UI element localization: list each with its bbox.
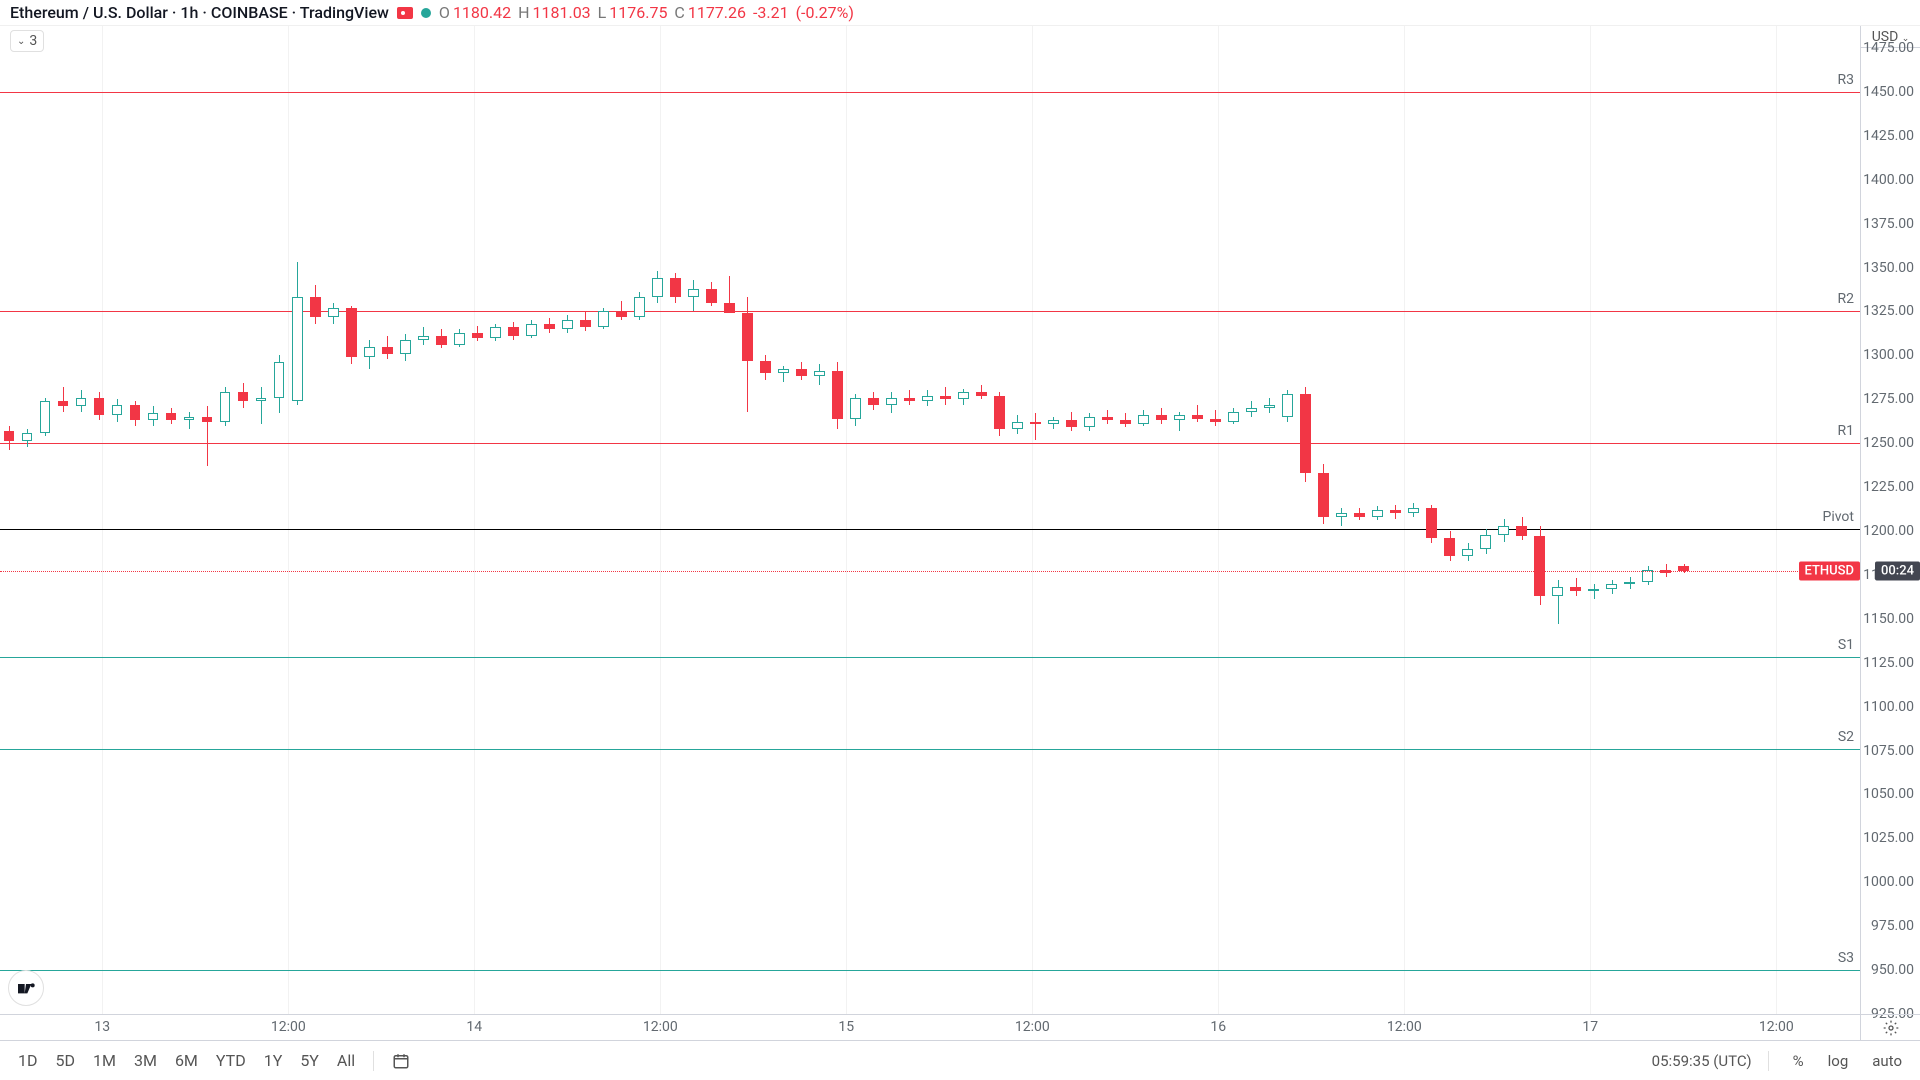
x-tick: 15: [838, 1019, 854, 1035]
pivot-label: S3: [1838, 950, 1854, 966]
y-tick: 1200.00: [1863, 523, 1914, 539]
tradingview-logo[interactable]: [8, 970, 44, 1006]
grid-line: [1404, 26, 1405, 1014]
pivot-label: R1: [1838, 423, 1855, 439]
range-button-ytd[interactable]: YTD: [208, 1047, 254, 1074]
x-tick: 16: [1210, 1019, 1226, 1035]
y-tick: 1250.00: [1863, 435, 1914, 451]
y-tick: 975.00: [1871, 918, 1914, 934]
chart-header: Ethereum / U.S. Dollar · 1h · COINBASE ·…: [0, 0, 1920, 26]
y-tick: 1000.00: [1863, 874, 1914, 890]
grid-line: [1218, 26, 1219, 1014]
bottom-toolbar: 1D5D1M3M6MYTD1Y5YAll 05:59:35 (UTC) % log…: [0, 1040, 1920, 1080]
price-tag-countdown: 00:24: [1875, 561, 1920, 580]
pivot-line-s2: [0, 749, 1860, 750]
grid-line: [660, 26, 661, 1014]
grid-line: [288, 26, 289, 1014]
x-tick: 12:00: [1387, 1019, 1422, 1035]
pivot-line-r1: [0, 443, 1860, 444]
grid-line: [1032, 26, 1033, 1014]
y-tick: 1050.00: [1863, 786, 1914, 802]
range-button-6m[interactable]: 6M: [167, 1047, 206, 1074]
range-button-5d[interactable]: 5D: [48, 1047, 84, 1074]
chart-plot-area[interactable]: R3 R2 R1 Pivot S1 S2 S3 ETHUSD: [0, 26, 1860, 1014]
grid-line: [474, 26, 475, 1014]
y-tick: 1400.00: [1863, 172, 1914, 188]
x-tick: 12:00: [1015, 1019, 1050, 1035]
x-axis[interactable]: 13 12:00 14 12:00 15 12:00 16 12:00 17 12:00: [0, 1014, 1920, 1040]
status-dot-icon: [421, 8, 431, 18]
pivot-line-s1: [0, 657, 1860, 658]
grid-line: [1590, 26, 1591, 1014]
x-tick: 12:00: [1759, 1019, 1794, 1035]
pivot-label: S2: [1838, 729, 1854, 745]
y-tick: 1075.00: [1863, 743, 1914, 759]
gear-icon: [1883, 1020, 1899, 1036]
price-tag-symbol: ETHUSD: [1799, 561, 1860, 580]
scale-button-auto[interactable]: auto: [1864, 1048, 1910, 1074]
ohlc-values: O1180.42 H1181.03 L1176.75 C1177.26 -3.2…: [439, 3, 857, 22]
indicator-count: 3: [29, 33, 37, 49]
scale-button-%[interactable]: %: [1785, 1048, 1812, 1074]
pivot-line-s3: [0, 970, 1860, 971]
y-tick: 1325.00: [1863, 303, 1914, 319]
range-button-5y[interactable]: 5Y: [292, 1047, 327, 1074]
y-tick: 1275.00: [1863, 391, 1914, 407]
y-tick: 1025.00: [1863, 830, 1914, 846]
calendar-icon[interactable]: [384, 1048, 418, 1074]
range-button-all[interactable]: All: [329, 1047, 363, 1074]
y-tick: 1350.00: [1863, 260, 1914, 276]
range-button-3m[interactable]: 3M: [126, 1047, 165, 1074]
grid-line: [102, 26, 103, 1014]
clock[interactable]: 05:59:35 (UTC): [1652, 1052, 1752, 1070]
scale-button-log[interactable]: log: [1820, 1048, 1857, 1074]
grid-line: [846, 26, 847, 1014]
x-tick: 12:00: [271, 1019, 306, 1035]
last-price-line: [0, 571, 1860, 572]
pivot-line-pivot: [0, 529, 1860, 530]
y-tick: 1450.00: [1863, 84, 1914, 100]
pivot-line-r2: [0, 311, 1860, 312]
axis-settings-button[interactable]: [1860, 1015, 1920, 1040]
y-tick: 1150.00: [1863, 611, 1914, 627]
range-button-1d[interactable]: 1D: [10, 1047, 46, 1074]
y-tick: 1425.00: [1863, 128, 1914, 144]
x-tick: 14: [466, 1019, 482, 1035]
pivot-label: Pivot: [1823, 509, 1854, 525]
y-tick: 1100.00: [1863, 699, 1914, 715]
x-tick: 13: [94, 1019, 110, 1035]
pivot-label: R3: [1838, 72, 1855, 88]
y-tick: 1300.00: [1863, 347, 1914, 363]
y-tick: 1225.00: [1863, 479, 1914, 495]
x-tick: 17: [1582, 1019, 1598, 1035]
pivot-label: R2: [1838, 291, 1855, 307]
y-tick: 950.00: [1871, 962, 1914, 978]
flag-icon: [397, 7, 413, 19]
grid-line: [1776, 26, 1777, 1014]
pivot-label: S1: [1838, 637, 1854, 653]
y-tick: 1475.00: [1863, 40, 1914, 56]
x-tick: 12:00: [643, 1019, 678, 1035]
range-button-1m[interactable]: 1M: [85, 1047, 124, 1074]
range-button-1y[interactable]: 1Y: [256, 1047, 291, 1074]
y-tick: 1375.00: [1863, 216, 1914, 232]
symbol-title[interactable]: Ethereum / U.S. Dollar · 1h · COINBASE ·…: [10, 3, 389, 22]
y-axis[interactable]: USD ⌄ 925.00950.00975.001000.001025.0010…: [1860, 26, 1920, 1014]
y-tick: 1125.00: [1863, 655, 1914, 671]
indicator-expand-button[interactable]: ⌄ 3: [10, 30, 44, 52]
pivot-line-r3: [0, 92, 1860, 93]
chevron-down-icon: ⌄: [17, 36, 25, 47]
